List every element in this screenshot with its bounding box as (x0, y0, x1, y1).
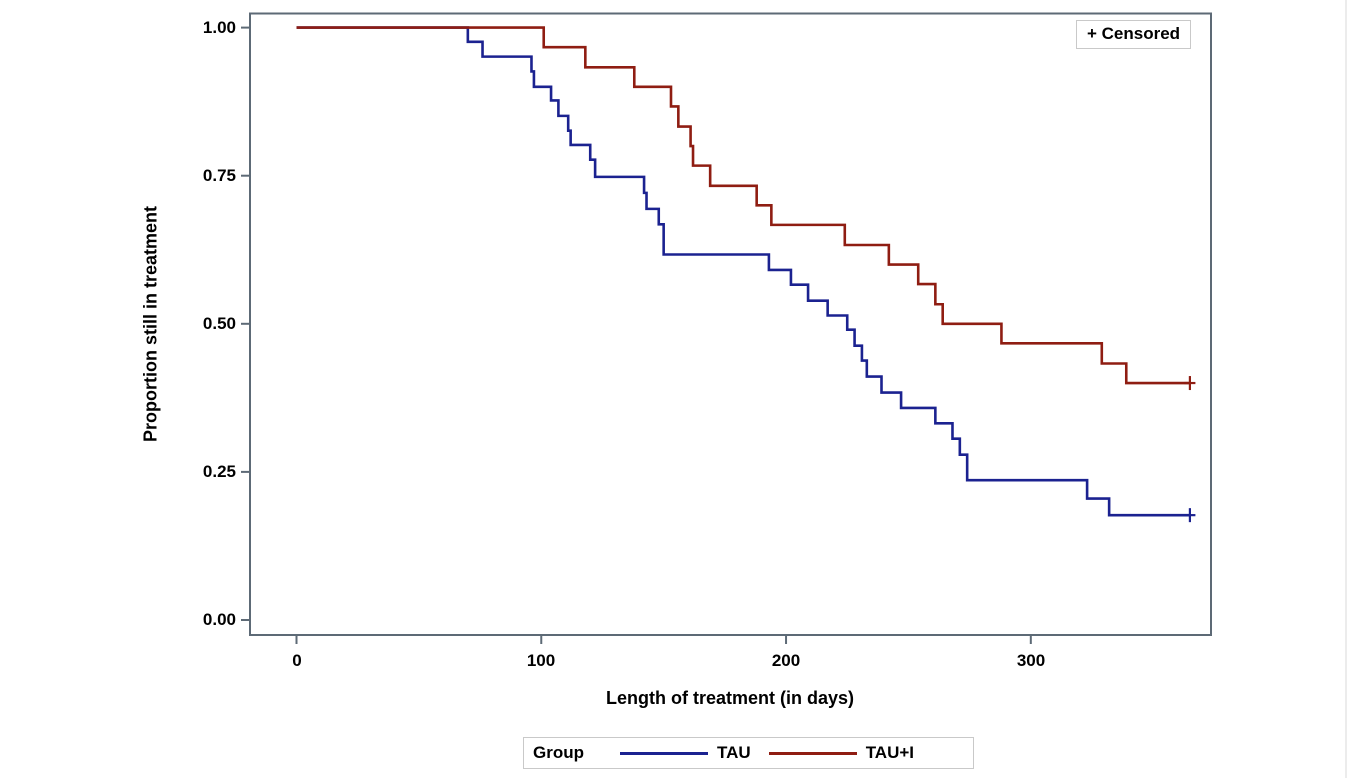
group-legend-box: Group TAU TAU+I (523, 737, 974, 769)
legend-label-tau-i: TAU+I (865, 743, 915, 762)
plot-frame (249, 12, 1212, 636)
y-tick-label-0.50: 0.50 (202, 314, 236, 333)
survival-curve-tau (296, 26, 1190, 517)
window-right-edge (1345, 0, 1347, 778)
x-tick-label-200: 200 (771, 651, 801, 670)
y-tick-label-0.75: 0.75 (202, 166, 236, 185)
legend-line-tau-i (768, 751, 857, 755)
legend-label-tau: TAU (717, 743, 751, 762)
censored-legend-box: + Censored (1076, 20, 1192, 49)
survival-curve-tau+i (296, 26, 1190, 385)
legend-line-tau (620, 751, 708, 755)
y-tick-label-0.00: 0.00 (202, 610, 236, 629)
x-tick-label-100: 100 (526, 651, 556, 670)
y-axis-title: Proportion still in treatment (140, 205, 161, 443)
y-tick-label-0.25: 0.25 (202, 462, 236, 481)
x-tick-label-0: 0 (292, 651, 302, 670)
x-tick-label-300: 300 (1016, 651, 1046, 670)
censored-legend-label: + Censored (1087, 24, 1181, 43)
y-tick-label-1.00: 1.00 (202, 18, 236, 37)
legend-title: Group (533, 743, 584, 762)
x-axis-title: Length of treatment (in days) (605, 688, 855, 708)
